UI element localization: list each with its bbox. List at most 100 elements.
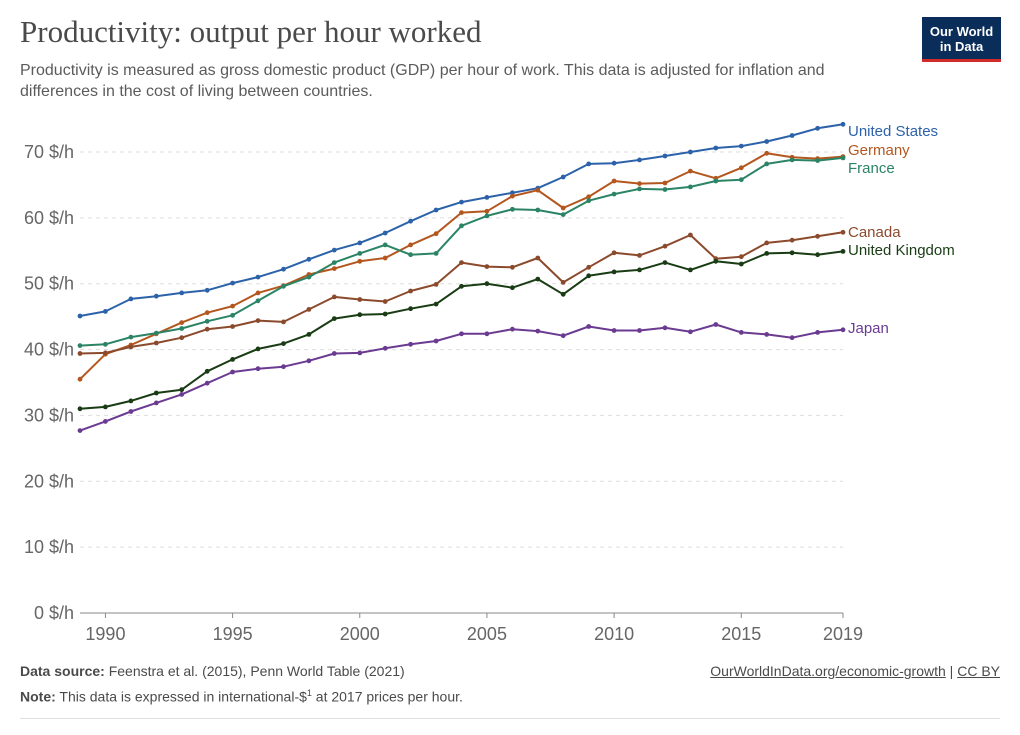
data-point[interactable]: [77, 343, 83, 348]
data-point[interactable]: [433, 207, 439, 213]
data-point[interactable]: [840, 229, 846, 235]
data-point[interactable]: [586, 324, 592, 329]
data-point[interactable]: [586, 194, 592, 200]
data-point[interactable]: [764, 161, 770, 167]
data-point[interactable]: [764, 150, 770, 156]
data-point[interactable]: [789, 157, 795, 163]
data-point[interactable]: [153, 293, 159, 299]
data-point[interactable]: [713, 145, 719, 151]
data-point[interactable]: [535, 255, 541, 261]
data-point[interactable]: [281, 266, 286, 272]
data-point[interactable]: [459, 210, 464, 215]
data-point[interactable]: [611, 250, 617, 256]
source-link[interactable]: OurWorldInData.org/economic-growth: [710, 663, 946, 679]
data-point[interactable]: [611, 328, 617, 333]
data-point[interactable]: [510, 190, 515, 196]
data-point[interactable]: [408, 242, 413, 248]
data-point[interactable]: [382, 242, 388, 248]
data-point[interactable]: [255, 290, 261, 296]
data-point[interactable]: [484, 264, 490, 269]
data-point[interactable]: [255, 346, 261, 352]
data-point[interactable]: [637, 253, 642, 258]
data-point[interactable]: [840, 121, 846, 127]
series-label[interactable]: Japan: [848, 320, 889, 337]
data-point[interactable]: [331, 266, 337, 271]
data-point[interactable]: [535, 187, 541, 193]
data-point[interactable]: [306, 256, 312, 262]
data-point[interactable]: [204, 318, 210, 324]
data-point[interactable]: [103, 341, 108, 347]
data-point[interactable]: [255, 366, 261, 372]
data-point[interactable]: [510, 326, 515, 332]
data-point[interactable]: [357, 312, 363, 318]
data-point[interactable]: [738, 143, 744, 149]
data-point[interactable]: [357, 297, 363, 302]
data-point[interactable]: [586, 161, 592, 167]
data-point[interactable]: [840, 327, 846, 333]
data-point[interactable]: [688, 329, 693, 335]
data-point[interactable]: [789, 237, 795, 243]
data-point[interactable]: [204, 326, 210, 332]
data-point[interactable]: [433, 338, 439, 344]
data-point[interactable]: [611, 160, 617, 166]
data-point[interactable]: [77, 351, 83, 356]
data-point[interactable]: [331, 351, 337, 356]
data-point[interactable]: [459, 283, 464, 289]
data-point[interactable]: [738, 261, 744, 267]
data-point[interactable]: [738, 254, 744, 260]
data-point[interactable]: [637, 157, 642, 163]
data-point[interactable]: [637, 267, 642, 273]
data-point[interactable]: [230, 280, 236, 286]
data-point[interactable]: [204, 380, 210, 386]
data-point[interactable]: [738, 177, 744, 183]
data-point[interactable]: [357, 251, 363, 256]
data-point[interactable]: [230, 357, 236, 362]
data-point[interactable]: [484, 213, 490, 219]
data-point[interactable]: [484, 208, 490, 214]
data-point[interactable]: [179, 387, 185, 393]
data-point[interactable]: [153, 340, 159, 346]
series-label[interactable]: United States: [848, 123, 938, 140]
data-point[interactable]: [764, 240, 770, 246]
data-point[interactable]: [204, 310, 210, 316]
data-point[interactable]: [179, 335, 185, 341]
data-point[interactable]: [611, 269, 617, 275]
data-point[interactable]: [586, 198, 592, 204]
data-point[interactable]: [662, 153, 668, 159]
data-point[interactable]: [764, 332, 770, 337]
data-point[interactable]: [153, 400, 159, 406]
owid-logo[interactable]: Our World in Data: [922, 17, 1001, 62]
data-point[interactable]: [255, 274, 261, 280]
data-point[interactable]: [103, 419, 108, 424]
data-point[interactable]: [382, 255, 388, 261]
data-point[interactable]: [459, 260, 464, 265]
data-point[interactable]: [408, 306, 413, 312]
data-point[interactable]: [255, 318, 261, 323]
data-point[interactable]: [281, 341, 286, 346]
data-point[interactable]: [382, 299, 388, 304]
data-point[interactable]: [179, 290, 185, 296]
data-point[interactable]: [179, 320, 185, 325]
data-point[interactable]: [713, 178, 719, 184]
data-point[interactable]: [688, 149, 693, 155]
data-point[interactable]: [128, 296, 134, 302]
data-point[interactable]: [459, 223, 464, 229]
data-point[interactable]: [153, 330, 159, 336]
data-point[interactable]: [408, 341, 413, 347]
data-point[interactable]: [611, 178, 617, 184]
data-point[interactable]: [433, 282, 439, 287]
data-point[interactable]: [331, 260, 337, 265]
data-point[interactable]: [510, 206, 515, 212]
data-point[interactable]: [586, 264, 592, 270]
license-link[interactable]: CC BY: [957, 663, 1000, 679]
data-point[interactable]: [179, 326, 185, 331]
data-point[interactable]: [103, 350, 108, 356]
data-point[interactable]: [713, 258, 719, 264]
data-point[interactable]: [128, 334, 134, 340]
data-point[interactable]: [840, 155, 846, 161]
data-point[interactable]: [662, 187, 668, 192]
data-point[interactable]: [560, 174, 566, 180]
data-point[interactable]: [535, 207, 541, 213]
data-point[interactable]: [357, 258, 363, 264]
data-point[interactable]: [637, 186, 642, 192]
